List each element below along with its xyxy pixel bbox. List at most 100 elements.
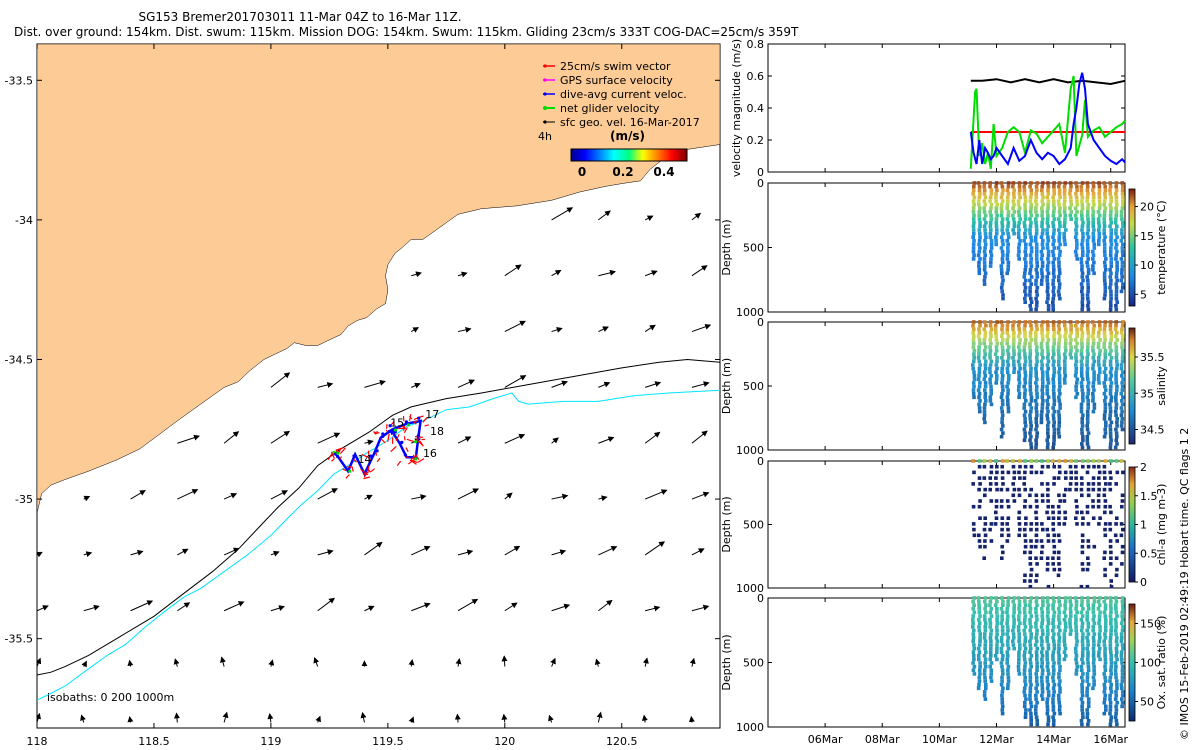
profile-point <box>1096 341 1101 346</box>
profile-point <box>1029 632 1033 636</box>
profile-point <box>1108 323 1113 328</box>
profile-point <box>1051 704 1056 709</box>
profile-point <box>1057 399 1062 403</box>
profile-point <box>984 610 988 615</box>
profile-point <box>982 635 987 640</box>
profile-point <box>1057 327 1061 331</box>
profile-point <box>1017 381 1022 385</box>
profile-point <box>1028 599 1033 604</box>
profile-point <box>1005 253 1010 257</box>
profile-point <box>1079 402 1084 407</box>
profile-point <box>1039 249 1044 254</box>
profile-point <box>1000 556 1004 560</box>
profile-point <box>1001 278 1005 283</box>
profile-point <box>1102 391 1107 396</box>
profile-point <box>1023 625 1028 629</box>
profile-point <box>1023 199 1028 203</box>
profile-point <box>1120 181 1125 185</box>
profile-point <box>1086 539 1091 543</box>
profile-point <box>1051 562 1055 566</box>
profile-point <box>1012 363 1016 367</box>
profile-point <box>1074 470 1078 475</box>
profile-point <box>1017 395 1021 400</box>
profile-point <box>999 427 1004 432</box>
profile-point <box>1011 323 1015 328</box>
profile-point <box>1039 643 1044 647</box>
profile-point <box>1119 363 1124 367</box>
profile-point <box>1097 181 1101 185</box>
profile-point <box>1024 264 1028 268</box>
profile-point <box>1085 690 1089 694</box>
profile-point <box>1085 504 1090 509</box>
profile-point <box>1075 246 1079 250</box>
profile-point <box>982 206 986 211</box>
profile-point <box>1103 628 1108 633</box>
profile-point <box>1056 476 1061 480</box>
profile-point <box>983 625 987 629</box>
profile-point <box>1080 482 1084 486</box>
profile-point <box>971 625 975 629</box>
profile-point <box>1034 220 1038 225</box>
profile-point <box>977 271 982 276</box>
profile-point <box>983 493 987 498</box>
profile-point <box>1085 199 1089 203</box>
profile-point <box>1035 345 1039 349</box>
profile-point <box>971 331 975 335</box>
profile-point <box>1051 304 1055 308</box>
profile-point <box>1001 359 1005 364</box>
profile-point <box>1017 516 1021 520</box>
profile-point <box>999 434 1004 439</box>
profile-point <box>983 679 987 683</box>
profile-point <box>1029 282 1033 286</box>
profile-point <box>982 464 987 469</box>
profile-point <box>1085 617 1089 622</box>
profile-point <box>1040 192 1045 196</box>
profile-point <box>1080 304 1085 308</box>
profile-point <box>1000 527 1004 532</box>
profile-point <box>1085 239 1090 243</box>
profile-point <box>978 206 982 211</box>
profile-point <box>1081 278 1085 283</box>
profile-point <box>1108 285 1112 290</box>
profile-point <box>1108 643 1113 647</box>
profile-point <box>1091 661 1096 665</box>
profile-point <box>1024 708 1028 712</box>
geo-vector <box>411 545 431 556</box>
profile-point <box>1108 693 1112 698</box>
profile-point <box>1051 417 1056 421</box>
panel-colorbar <box>1128 188 1136 307</box>
colorbar-tick-label: 20 <box>1140 201 1154 214</box>
profile-point <box>1079 370 1084 374</box>
profile-point <box>1046 202 1050 207</box>
profile-point <box>1052 239 1056 243</box>
profile-point <box>1045 417 1050 421</box>
profile-point <box>971 199 976 203</box>
profile-point <box>1092 359 1096 364</box>
profile-point <box>1041 195 1045 200</box>
profile-point <box>989 646 993 651</box>
profile-point <box>1018 476 1022 480</box>
profile-point <box>1080 242 1084 247</box>
profile-point <box>1029 395 1034 400</box>
profile-point <box>1086 664 1091 669</box>
profile-point <box>1096 217 1101 221</box>
profile-point <box>1085 708 1089 712</box>
legend-dac-label: dive-avg current veloc. <box>560 88 687 101</box>
profile-point <box>1039 539 1044 543</box>
profile-point <box>1051 657 1055 662</box>
profile-point <box>1102 224 1107 229</box>
profile-point <box>1068 482 1073 486</box>
profile-point <box>988 482 993 486</box>
profile-point <box>989 470 994 475</box>
profile-point <box>1068 188 1073 192</box>
profile-point <box>1035 690 1039 694</box>
profile-point <box>983 264 987 268</box>
profile-point <box>1091 391 1095 396</box>
profile-point <box>1023 296 1027 301</box>
profile-point <box>1046 296 1050 301</box>
profile-point <box>1081 391 1085 396</box>
swim-vector <box>380 438 386 444</box>
profile-point <box>1045 384 1049 389</box>
profile-point <box>1052 711 1057 716</box>
profile-point <box>1035 413 1039 417</box>
